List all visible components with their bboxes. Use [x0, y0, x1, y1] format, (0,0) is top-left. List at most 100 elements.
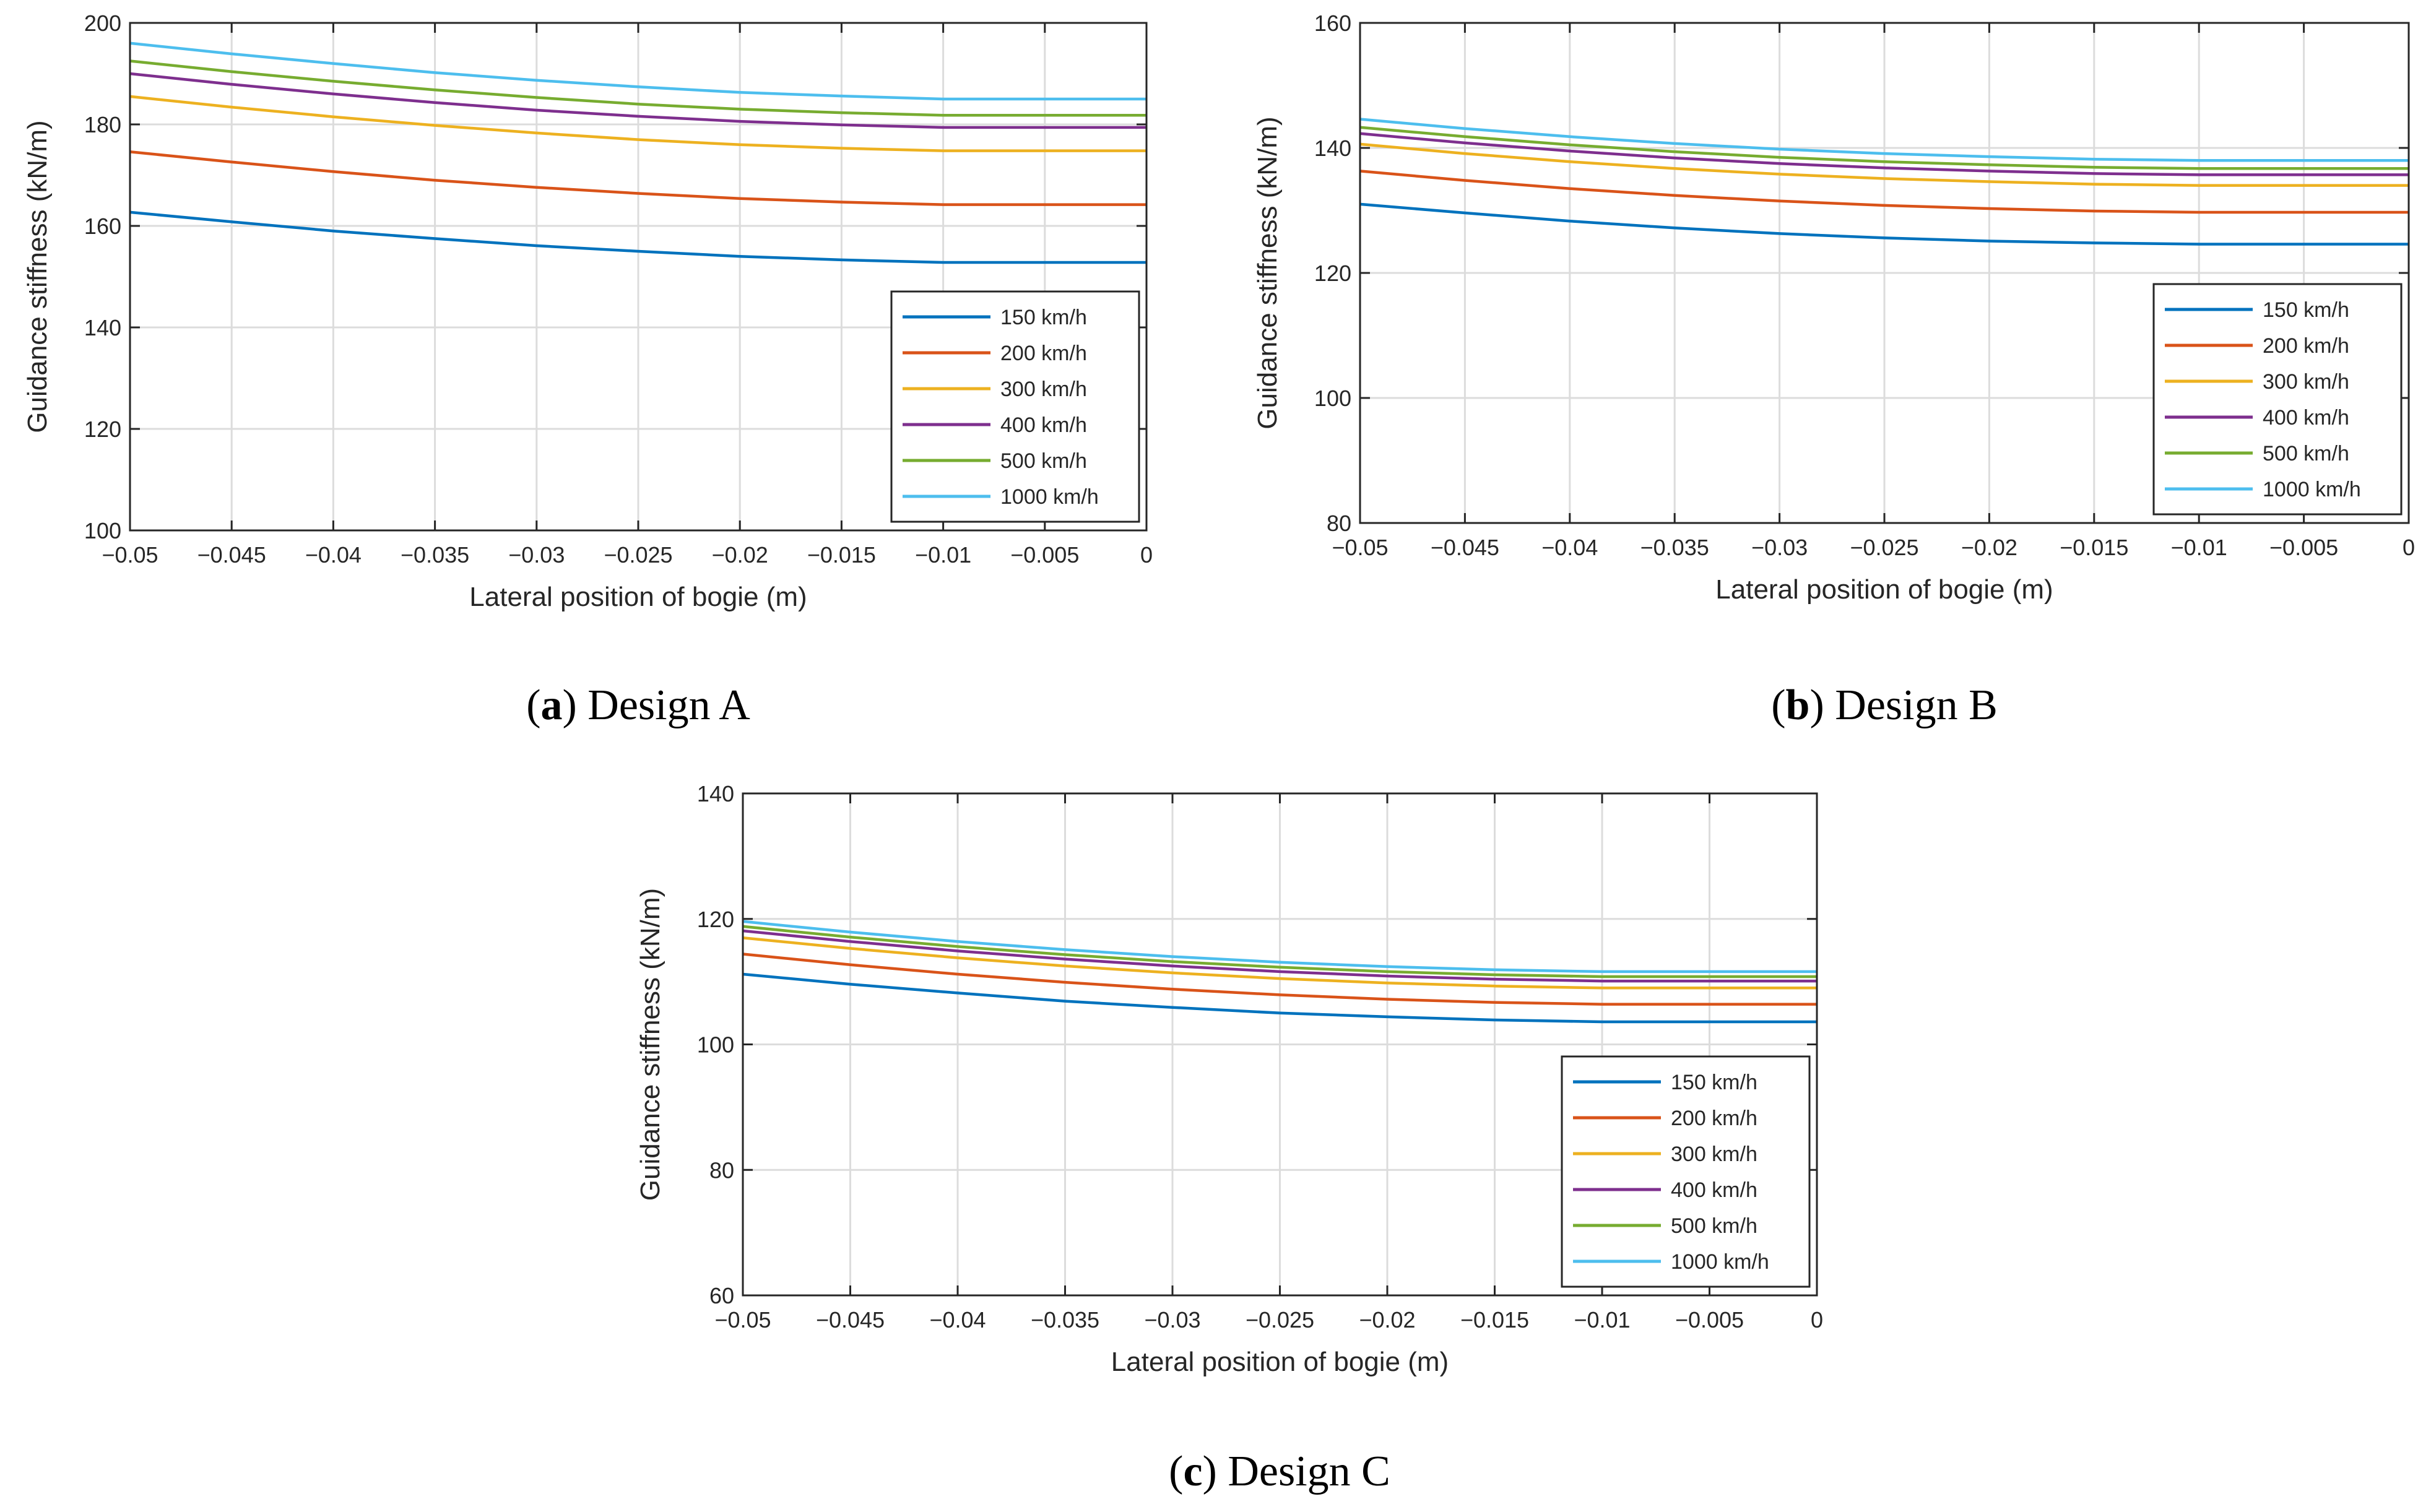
series-line-300-km-h [742, 936, 1817, 990]
y-tick-label: 80 [709, 1157, 734, 1183]
caption-text: ) Design A [563, 681, 751, 729]
legend-label: 200 km/h [1671, 1107, 1757, 1130]
y-axis-label: Guidance stiffness (kN/m) [22, 120, 53, 433]
x-axis-label: Lateral position of bogie (m) [1111, 1347, 1449, 1377]
legend-label: 500 km/h [1000, 449, 1087, 473]
x-tick-label: −0.025 [1246, 1307, 1314, 1333]
series-line-1000-km-h [1359, 118, 2409, 162]
caption-paren-open: ( [1771, 681, 1785, 729]
panel-caption: (b) Design B [1771, 681, 1998, 729]
y-axis-label: Guidance stiffness (kN/m) [1252, 116, 1283, 429]
x-tick-label: −0.035 [1640, 535, 1709, 560]
series-line-200-km-h [129, 150, 1146, 206]
legend-box [890, 290, 1140, 523]
legend-label: 400 km/h [1671, 1178, 1757, 1202]
x-tick-label: −0.03 [1751, 535, 1808, 560]
x-tick-label: −0.02 [1961, 535, 2017, 560]
series-line-200-km-h [742, 953, 1817, 1006]
y-tick-label: 140 [697, 781, 734, 806]
legend-label: 300 km/h [1671, 1143, 1757, 1166]
x-tick-label: 0 [1811, 1307, 1823, 1333]
x-tick-label: −0.02 [712, 542, 768, 568]
x-tick-label: −0.04 [929, 1307, 986, 1333]
y-axis-label: Guidance stiffness (kN/m) [635, 888, 665, 1201]
y-tick-label: 140 [84, 315, 121, 340]
series-line-150-km-h [129, 210, 1146, 264]
x-tick-label: −0.045 [816, 1307, 885, 1333]
legend-label: 200 km/h [2263, 334, 2349, 358]
x-tick-label: −0.01 [1574, 1307, 1630, 1333]
legend-label: 300 km/h [2263, 370, 2349, 394]
x-tick-label: −0.005 [1010, 542, 1079, 568]
x-tick-label: −0.045 [1431, 535, 1499, 560]
x-tick-label: −0.035 [1031, 1307, 1099, 1333]
x-tick-label: −0.035 [401, 542, 469, 568]
x-tick-label: −0.03 [1144, 1307, 1200, 1333]
x-tick-label: −0.03 [508, 542, 565, 568]
legend: 150 km/h 200 km/h 300 km/h 400 km/h 500 km/h… [1561, 1055, 1811, 1288]
x-tick-label: −0.025 [604, 542, 672, 568]
series-line-400-km-h [1359, 132, 2409, 176]
legend-label: 150 km/h [1000, 306, 1087, 329]
y-tick-label: 200 [84, 11, 121, 36]
x-tick-label: −0.015 [807, 542, 876, 568]
legend-label: 1000 km/h [1671, 1250, 1769, 1274]
series-line-500-km-h [742, 925, 1817, 978]
series-line-400-km-h [742, 929, 1817, 983]
series-line-200-km-h [1359, 170, 2409, 214]
legend-label: 300 km/h [1000, 378, 1087, 401]
legend: 150 km/h 200 km/h 300 km/h 400 km/h 500 km/h… [890, 290, 1140, 523]
axes-box [742, 792, 1818, 1297]
legend-label: 150 km/h [2263, 298, 2349, 322]
x-tick-label: −0.05 [102, 542, 158, 568]
x-tick-label: −0.04 [1541, 535, 1598, 560]
y-tick-label: 160 [1314, 11, 1351, 36]
x-tick-label: −0.025 [1850, 535, 1918, 560]
caption-paren-open: ( [526, 681, 540, 729]
caption-letter: c [1183, 1448, 1202, 1495]
x-tick-label: −0.04 [305, 542, 362, 568]
chart-panel-a: −0.05 −0.045 −0.04 −0.035 −0.03 −0.025 −0.02 −0… [22, 11, 1153, 729]
y-tick-label: 120 [697, 907, 734, 932]
panel-caption: (a) Design A [526, 681, 750, 729]
caption-letter: a [541, 681, 563, 729]
legend-label: 150 km/h [1671, 1071, 1757, 1094]
caption-text: ) Design C [1203, 1448, 1390, 1495]
y-tick-label: 120 [1314, 261, 1351, 286]
x-tick-label: 0 [1140, 542, 1153, 568]
legend-label: 1000 km/h [2263, 478, 2361, 501]
legend-box [1561, 1055, 1811, 1288]
x-tick-label: −0.015 [2060, 535, 2128, 560]
legend: 150 km/h 200 km/h 300 km/h 400 km/h 500 km/h… [2152, 283, 2403, 516]
caption-paren-open: ( [1169, 1448, 1183, 1495]
x-tick-label: −0.005 [1675, 1307, 1744, 1333]
x-tick-label: −0.015 [1460, 1307, 1529, 1333]
legend-box [2152, 283, 2403, 516]
x-tick-label: −0.01 [915, 542, 971, 568]
legend-label: 500 km/h [1671, 1214, 1757, 1238]
axes-box [129, 22, 1148, 532]
y-tick-label: 160 [84, 214, 121, 239]
chart-panel-c: −0.05 −0.045 −0.04 −0.035 −0.03 −0.025 −0.02 −0… [635, 781, 1823, 1495]
series-line-500-km-h [1359, 126, 2409, 170]
legend-label: 500 km/h [2263, 442, 2349, 465]
series-line-150-km-h [742, 972, 1817, 1024]
y-tick-label: 100 [84, 518, 121, 543]
series-line-150-km-h [1359, 202, 2409, 246]
caption-text: ) Design B [1809, 681, 1997, 729]
x-axis-label: Lateral position of bogie (m) [469, 582, 807, 612]
chart-panel-b: −0.05 −0.045 −0.04 −0.035 −0.03 −0.025 −0.02 −0… [1252, 11, 2415, 729]
legend-label: 1000 km/h [1000, 485, 1099, 509]
axes-box [1359, 22, 2410, 524]
series-line-1000-km-h [129, 41, 1146, 101]
panel-caption: (c) Design C [1169, 1448, 1390, 1495]
series-line-300-km-h [129, 95, 1146, 152]
x-tick-label: −0.01 [2171, 535, 2227, 560]
x-axis-label: Lateral position of bogie (m) [1715, 574, 2053, 605]
y-tick-label: 100 [1314, 386, 1351, 411]
y-tick-label: 100 [697, 1032, 734, 1058]
series-line-1000-km-h [742, 920, 1817, 974]
x-tick-label: −0.05 [714, 1307, 771, 1333]
legend-label: 400 km/h [1000, 413, 1087, 437]
